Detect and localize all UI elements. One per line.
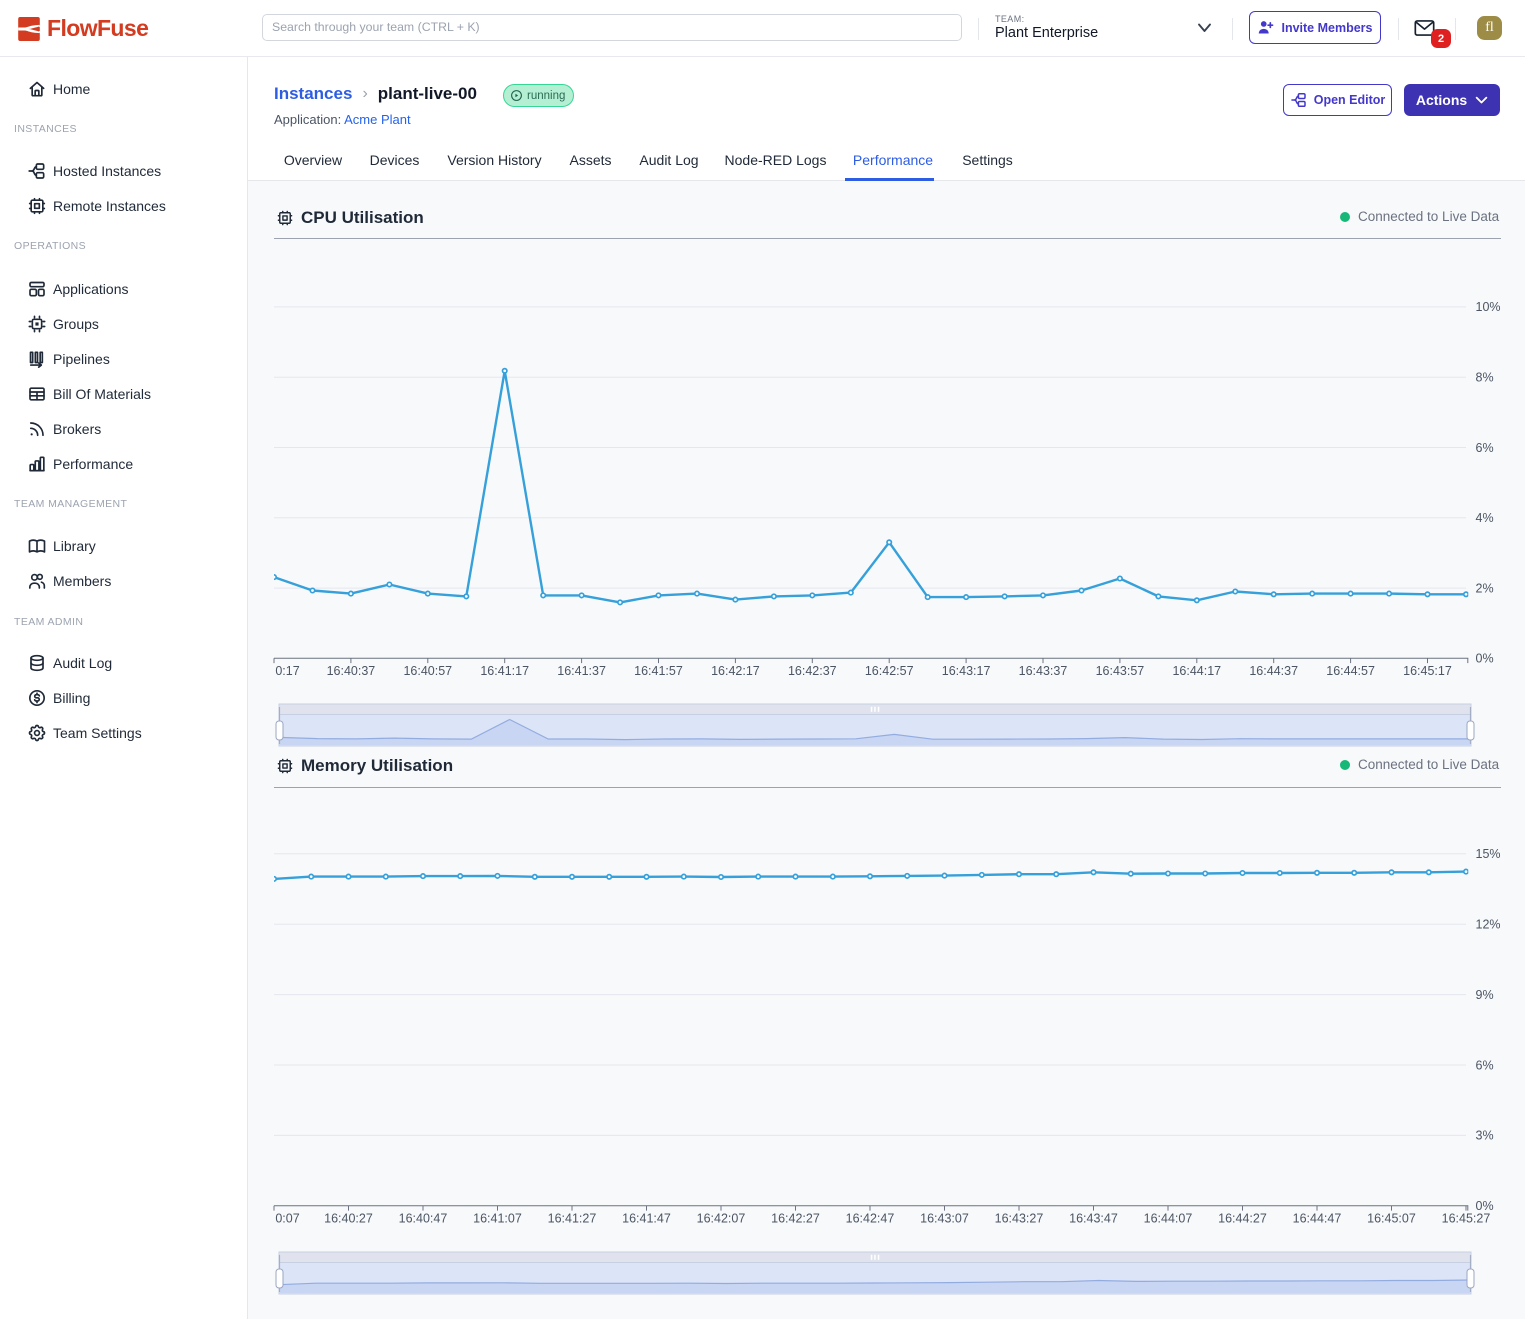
svg-text:8%: 8% xyxy=(1476,371,1494,385)
svg-text:12%: 12% xyxy=(1476,918,1501,932)
svg-text:16:42:47: 16:42:47 xyxy=(846,1211,895,1225)
svg-text:16:45:07: 16:45:07 xyxy=(1367,1211,1416,1225)
svg-text:16:45:17: 16:45:17 xyxy=(1403,664,1452,678)
svg-text:2%: 2% xyxy=(1476,581,1494,595)
svg-text:16:44:07: 16:44:07 xyxy=(1144,1211,1193,1225)
svg-text:16:42:27: 16:42:27 xyxy=(771,1211,820,1225)
svg-text:16:40:47: 16:40:47 xyxy=(399,1211,448,1225)
svg-text:15%: 15% xyxy=(1476,847,1501,861)
svg-text:16:43:47: 16:43:47 xyxy=(1069,1211,1118,1225)
svg-text:16:44:57: 16:44:57 xyxy=(1326,664,1375,678)
svg-text:16:40:57: 16:40:57 xyxy=(403,664,452,678)
svg-text:10%: 10% xyxy=(1476,300,1501,314)
svg-text:16:42:37: 16:42:37 xyxy=(788,664,837,678)
svg-text:16:45:27: 16:45:27 xyxy=(1442,1211,1491,1225)
svg-text:6%: 6% xyxy=(1476,441,1494,455)
svg-text:16:43:07: 16:43:07 xyxy=(920,1211,969,1225)
svg-text:16:44:37: 16:44:37 xyxy=(1249,664,1298,678)
svg-text:4%: 4% xyxy=(1476,511,1494,525)
svg-text:16:41:57: 16:41:57 xyxy=(634,664,683,678)
svg-text:16:44:47: 16:44:47 xyxy=(1293,1211,1342,1225)
svg-text:16:40:37: 16:40:37 xyxy=(327,664,376,678)
svg-text:16:41:37: 16:41:37 xyxy=(557,664,606,678)
svg-text:16:41:07: 16:41:07 xyxy=(473,1211,522,1225)
svg-text:0:17: 0:17 xyxy=(275,664,299,678)
svg-text:16:42:17: 16:42:17 xyxy=(711,664,760,678)
svg-text:16:41:17: 16:41:17 xyxy=(480,664,529,678)
svg-text:0:07: 0:07 xyxy=(275,1211,299,1225)
svg-text:16:41:27: 16:41:27 xyxy=(548,1211,597,1225)
svg-text:16:44:17: 16:44:17 xyxy=(1172,664,1221,678)
svg-text:9%: 9% xyxy=(1476,988,1494,1002)
svg-text:16:43:27: 16:43:27 xyxy=(995,1211,1044,1225)
svg-text:16:42:07: 16:42:07 xyxy=(697,1211,746,1225)
svg-text:16:41:47: 16:41:47 xyxy=(622,1211,671,1225)
svg-text:3%: 3% xyxy=(1476,1129,1494,1143)
svg-text:16:43:37: 16:43:37 xyxy=(1019,664,1068,678)
svg-text:16:42:57: 16:42:57 xyxy=(865,664,914,678)
svg-text:16:40:27: 16:40:27 xyxy=(324,1211,373,1225)
svg-text:16:43:57: 16:43:57 xyxy=(1096,664,1145,678)
svg-text:0%: 0% xyxy=(1476,1199,1494,1213)
svg-text:16:43:17: 16:43:17 xyxy=(942,664,991,678)
svg-text:0%: 0% xyxy=(1476,652,1494,666)
svg-text:6%: 6% xyxy=(1476,1058,1494,1072)
svg-text:16:44:27: 16:44:27 xyxy=(1218,1211,1267,1225)
